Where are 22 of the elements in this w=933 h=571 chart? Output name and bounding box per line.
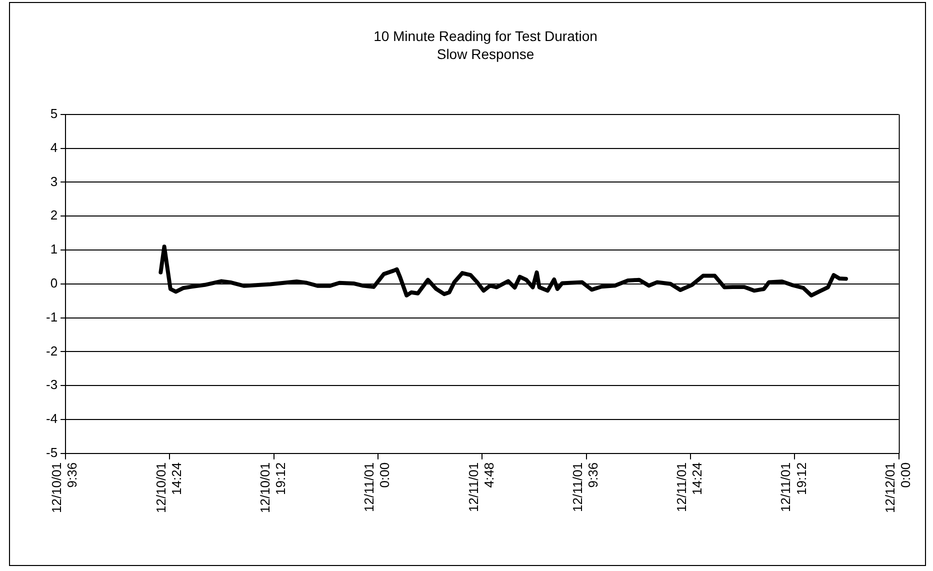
x-tick-label: 12/11/01 0:00 — [362, 462, 392, 512]
y-tick-label: -1 — [46, 309, 58, 324]
x-tick-label: 12/10/01 9:36 — [49, 462, 80, 514]
chart-title: 10 Minute Reading for Test Duration — [374, 28, 598, 44]
y-tick-label: -5 — [46, 444, 58, 460]
y-tick-label: -4 — [46, 411, 58, 426]
x-tick-label: 12/11/01 19:12 — [778, 462, 809, 512]
x-tick-label: 12/11/01 14:24 — [674, 462, 705, 512]
x-tick-label: 12/11/01 9:36 — [570, 462, 601, 512]
y-tick-label: 4 — [50, 140, 58, 155]
y-tick-label: 1 — [50, 242, 58, 257]
y-tick-label: 5 — [50, 106, 58, 121]
y-tick-label: 3 — [50, 174, 58, 189]
y-tick-label: -2 — [46, 343, 58, 358]
y-tick-label: 0 — [50, 275, 58, 290]
chart-subtitle: Slow Response — [436, 46, 534, 62]
y-tick-label: -3 — [46, 377, 58, 392]
x-tick-label: 12/10/01 14:24 — [153, 462, 184, 514]
y-tick-label: 2 — [50, 208, 58, 223]
x-tick-label: 12/10/01 19:12 — [257, 462, 288, 514]
x-tick-label: 12/11/01 4:48 — [466, 462, 496, 512]
x-tick-label: 12/12/01 0:00 — [882, 462, 913, 514]
